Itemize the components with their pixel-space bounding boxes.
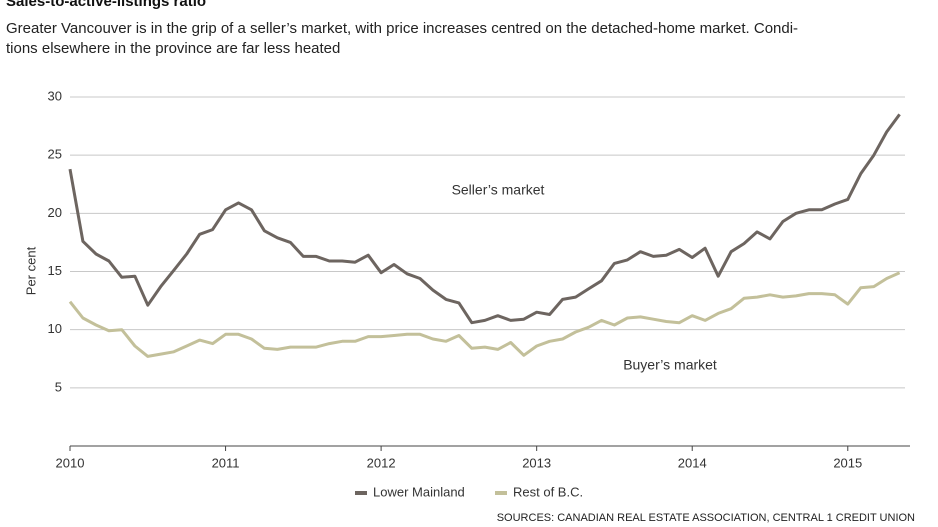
source: SOURCES: CANADIAN REAL ESTATE ASSOCIATIO… [497, 512, 915, 524]
x-tick-label: 2010 [56, 455, 85, 470]
chart-title: Sales-to-active-listings ratio [6, 0, 206, 10]
legend-label: Rest of B.C. [513, 484, 583, 499]
y-tick-label: 5 [55, 379, 62, 394]
x-tick-label: 2014 [678, 455, 707, 470]
y-tick-label: 15 [48, 263, 62, 278]
x-tick-label: 2013 [522, 455, 551, 470]
x-tick-label: 2015 [833, 455, 862, 470]
subtitle: Greater Vancouver is in the grip of a se… [6, 20, 798, 37]
annotation: Buyer’s market [623, 357, 717, 373]
x-tick-label: 2011 [212, 455, 240, 470]
line [68, 271, 901, 358]
x-tick-label: 2012 [367, 455, 396, 470]
subtitle: tions elsewhere in the province are far … [6, 40, 340, 57]
y-axis-label: Per cent [23, 246, 38, 295]
line [68, 113, 901, 325]
y-tick-label: 25 [48, 147, 62, 162]
y-tick-label: 30 [48, 88, 62, 103]
annotation: Seller’s market [452, 182, 545, 198]
y-tick-label: 10 [48, 321, 62, 336]
legend-label: Lower Mainland [373, 484, 465, 499]
y-tick-label: 20 [48, 205, 62, 220]
